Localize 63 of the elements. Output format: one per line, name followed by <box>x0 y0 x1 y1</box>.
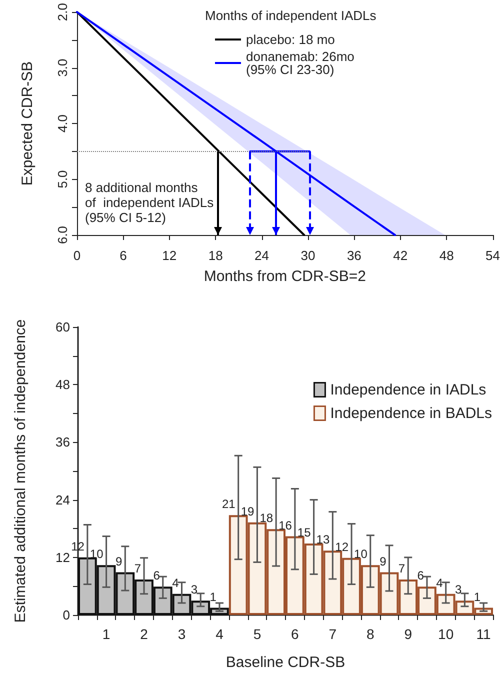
y-axis-title: Estimated additional months of independence <box>12 319 29 623</box>
x-tick-label: 2 <box>140 626 148 642</box>
x-axis-title: Baseline CDR-SB <box>226 654 346 671</box>
data-label: 9 <box>380 554 387 568</box>
data-label: 21 <box>222 497 236 512</box>
x-tick-label: 9 <box>404 626 412 642</box>
x-tick-label: 8 <box>366 626 374 642</box>
legend-label: Independence in IADLs <box>330 381 486 398</box>
x-tick-label: 1 <box>102 626 110 642</box>
data-label: 6 <box>153 568 160 583</box>
y-tick-label: 5.0 <box>55 170 70 188</box>
y-axis-title: Expected CDR-SB <box>19 61 36 186</box>
data-label: 3 <box>455 582 462 597</box>
x-tick-label: 5 <box>253 626 262 642</box>
data-label: 19 <box>240 504 255 518</box>
annotation: 8 additional months of independent IADLs (95% CI 5-12) <box>85 180 214 225</box>
data-label: 18 <box>260 511 274 526</box>
x-tick-label: 3 <box>178 626 186 642</box>
x-tick-label: 11 <box>476 626 492 642</box>
x-tick-label: 4 <box>216 626 224 642</box>
x-axis-title: Months from CDR-SB=2 <box>204 268 366 285</box>
data-label: 13 <box>316 532 330 547</box>
y-tick-label: 24 <box>56 492 70 508</box>
data-label: 7 <box>398 561 406 576</box>
x-tick-label: 7 <box>328 626 337 642</box>
data-label: 10 <box>90 547 104 562</box>
data-label: 10 <box>354 547 368 562</box>
x-tick-label: 6 <box>120 248 127 263</box>
data-label: 9 <box>115 554 122 568</box>
y-tick-label: 2.0 <box>55 2 70 22</box>
data-label: 15 <box>297 525 312 540</box>
data-label: 4 <box>172 576 180 590</box>
x-tick-label: 54 <box>486 248 500 263</box>
x-tick-label: 48 <box>439 248 454 263</box>
data-label: 3 <box>190 582 198 597</box>
data-label: 1 <box>210 590 217 604</box>
data-label: 12 <box>335 540 349 554</box>
legend-label: placebo: 18 mo <box>246 32 335 47</box>
x-tick-label: 42 <box>393 248 408 263</box>
x-tick-label: 30 <box>300 248 316 263</box>
legend-label: donanemab: 26mo (95% CI 23-30) <box>246 49 354 77</box>
y-tick-label: 6.0 <box>55 226 70 244</box>
data-label: 16 <box>278 518 292 532</box>
x-tick-label: 18 <box>208 248 223 263</box>
y-tick-label: 48 <box>56 377 70 392</box>
y-tick-label: 0 <box>62 608 70 622</box>
data-label: 6 <box>417 568 424 583</box>
data-label: 1 <box>474 590 481 604</box>
data-label: 4 <box>436 576 444 590</box>
x-tick-label: 36 <box>346 248 362 263</box>
y-tick-label: 3.0 <box>55 58 70 77</box>
y-tick-label: 12 <box>56 550 70 565</box>
x-tick-label: 6 <box>291 626 300 642</box>
y-tick-label: 60 <box>56 320 70 334</box>
y-tick-label: 36 <box>56 434 70 450</box>
y-tick-label: 4.0 <box>55 114 70 133</box>
x-tick-label: 0 <box>73 248 81 263</box>
x-tick-label: 12 <box>162 248 177 263</box>
x-tick-label: 10 <box>438 626 454 642</box>
legend-title: Months of independent IADLs <box>205 8 377 23</box>
x-tick-label: 24 <box>254 248 270 263</box>
legend-label: Independence in BADLs <box>330 404 492 422</box>
data-label: 7 <box>134 561 142 576</box>
